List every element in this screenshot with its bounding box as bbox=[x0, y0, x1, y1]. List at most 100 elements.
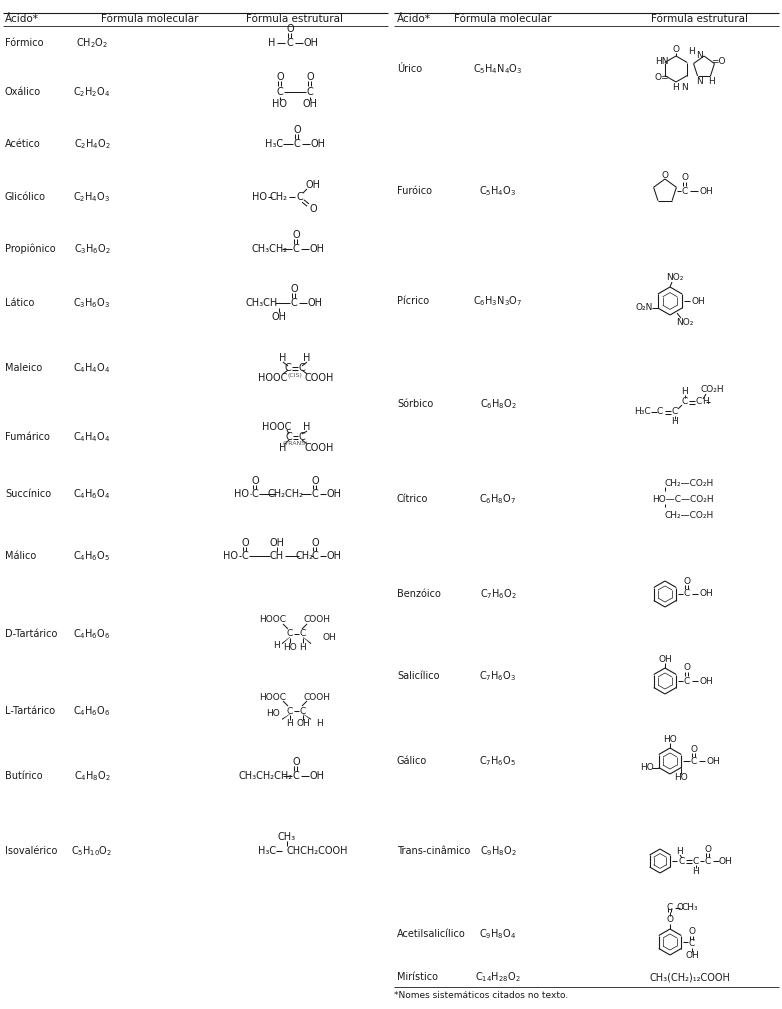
Text: H₃C: H₃C bbox=[265, 139, 283, 149]
Text: C$_3$H$_6$O$_2$: C$_3$H$_6$O$_2$ bbox=[74, 242, 110, 256]
Text: O: O bbox=[681, 174, 688, 183]
Text: HO: HO bbox=[266, 709, 280, 718]
Text: CH₂—CO₂H: CH₂—CO₂H bbox=[665, 511, 714, 520]
Text: C: C bbox=[300, 706, 306, 715]
Text: N: N bbox=[682, 83, 688, 92]
Text: O: O bbox=[307, 72, 314, 82]
Text: Butírico: Butírico bbox=[5, 771, 43, 781]
Text: O: O bbox=[666, 915, 673, 924]
Text: O: O bbox=[290, 284, 298, 294]
Text: C$_4$H$_4$O$_4$: C$_4$H$_4$O$_4$ bbox=[74, 430, 111, 444]
Text: Fórmula estrutural: Fórmula estrutural bbox=[651, 14, 748, 24]
Text: H: H bbox=[702, 398, 709, 407]
Text: Pícrico: Pícrico bbox=[397, 296, 429, 306]
Text: (CIS): (CIS) bbox=[288, 372, 303, 377]
Text: C$_2$H$_4$O$_2$: C$_2$H$_4$O$_2$ bbox=[74, 137, 110, 151]
Text: OH: OH bbox=[718, 857, 732, 866]
Text: H: H bbox=[268, 38, 276, 48]
Text: HOOC: HOOC bbox=[258, 373, 288, 383]
Text: D-Tartárico: D-Tartárico bbox=[5, 629, 57, 639]
Text: C: C bbox=[285, 432, 292, 442]
Text: C: C bbox=[252, 489, 258, 499]
Text: C$_7$H$_6$O$_5$: C$_7$H$_6$O$_5$ bbox=[479, 754, 517, 768]
Text: OH: OH bbox=[307, 298, 322, 308]
Text: OH: OH bbox=[658, 655, 672, 664]
Text: C$_4$H$_6$O$_6$: C$_4$H$_6$O$_6$ bbox=[74, 704, 110, 717]
Text: CHCH₂COOH: CHCH₂COOH bbox=[287, 846, 349, 856]
Text: Ácido*: Ácido* bbox=[5, 14, 39, 24]
Text: CH$_2$O$_2$: CH$_2$O$_2$ bbox=[76, 36, 108, 49]
Text: Propiônico: Propiônico bbox=[5, 244, 56, 254]
Text: OH: OH bbox=[327, 551, 342, 561]
Text: Succínico: Succínico bbox=[5, 489, 51, 499]
Text: Mirístico: Mirístico bbox=[397, 972, 438, 982]
Text: C: C bbox=[296, 192, 303, 202]
Text: C$_5$H$_{10}$O$_2$: C$_5$H$_{10}$O$_2$ bbox=[71, 845, 113, 858]
Text: C: C bbox=[657, 408, 663, 417]
Text: Fórmula estrutural: Fórmula estrutural bbox=[246, 14, 343, 24]
Text: CH₃CH: CH₃CH bbox=[246, 298, 278, 308]
Text: Úrico: Úrico bbox=[397, 64, 422, 74]
Text: OH: OH bbox=[270, 538, 285, 548]
Text: C: C bbox=[693, 857, 699, 866]
Text: OH: OH bbox=[699, 187, 713, 196]
Text: C: C bbox=[689, 939, 695, 948]
Text: C: C bbox=[291, 298, 297, 308]
Text: C: C bbox=[287, 630, 293, 639]
Text: NO₂: NO₂ bbox=[676, 318, 694, 327]
Text: C$_5$H$_4$O$_3$: C$_5$H$_4$O$_3$ bbox=[479, 184, 517, 198]
Text: H₃C: H₃C bbox=[258, 846, 276, 856]
Text: HO—C—CO₂H: HO—C—CO₂H bbox=[652, 494, 714, 503]
Text: Benzóico: Benzóico bbox=[397, 589, 441, 599]
Text: C$_{14}$H$_{28}$O$_2$: C$_{14}$H$_{28}$O$_2$ bbox=[475, 970, 521, 984]
Text: OH: OH bbox=[310, 771, 325, 781]
Text: C: C bbox=[242, 551, 249, 561]
Text: C$_4$H$_4$O$_4$: C$_4$H$_4$O$_4$ bbox=[74, 361, 111, 375]
Text: H: H bbox=[676, 847, 683, 856]
Text: NO₂: NO₂ bbox=[666, 273, 683, 283]
Text: O: O bbox=[691, 745, 698, 754]
Text: C: C bbox=[285, 363, 292, 373]
Text: O: O bbox=[241, 538, 249, 548]
Text: OH: OH bbox=[699, 589, 713, 598]
Text: O: O bbox=[673, 44, 680, 53]
Text: Fumárico: Fumárico bbox=[5, 432, 50, 442]
Text: C: C bbox=[684, 676, 691, 685]
Text: H: H bbox=[689, 47, 695, 57]
Text: C$_6$H$_8$O$_2$: C$_6$H$_8$O$_2$ bbox=[479, 398, 516, 411]
Text: Fórmico: Fórmico bbox=[5, 38, 44, 48]
Text: CH₃: CH₃ bbox=[278, 832, 296, 842]
Text: C$_4$H$_6$O$_6$: C$_4$H$_6$O$_6$ bbox=[74, 628, 110, 641]
Text: CH₂: CH₂ bbox=[270, 192, 288, 202]
Text: O: O bbox=[292, 230, 300, 240]
Text: C$_5$H$_4$N$_4$O$_3$: C$_5$H$_4$N$_4$O$_3$ bbox=[473, 63, 522, 76]
Text: H: H bbox=[708, 78, 716, 87]
Text: O: O bbox=[705, 845, 712, 854]
Text: Lático: Lático bbox=[5, 298, 34, 308]
Text: O₂N: O₂N bbox=[635, 304, 652, 313]
Text: HO: HO bbox=[235, 489, 249, 499]
Text: OH: OH bbox=[706, 757, 720, 766]
Text: H: H bbox=[673, 83, 680, 92]
Text: H: H bbox=[303, 353, 310, 363]
Text: C$_9$H$_8$O$_2$: C$_9$H$_8$O$_2$ bbox=[479, 845, 516, 858]
Text: O: O bbox=[292, 757, 300, 767]
Text: L-Tartárico: L-Tartárico bbox=[5, 706, 55, 716]
Text: CH₂: CH₂ bbox=[296, 551, 314, 561]
Text: O: O bbox=[688, 927, 695, 936]
Text: C: C bbox=[682, 187, 688, 196]
Text: H: H bbox=[279, 443, 287, 453]
Text: C: C bbox=[277, 87, 283, 97]
Text: CH₂CH₂: CH₂CH₂ bbox=[268, 489, 304, 499]
Text: O: O bbox=[286, 24, 294, 34]
Text: O: O bbox=[683, 664, 691, 673]
Text: O: O bbox=[293, 125, 301, 135]
Text: *Nomes sistemáticos citados no texto.: *Nomes sistemáticos citados no texto. bbox=[394, 992, 569, 1001]
Text: C: C bbox=[292, 244, 300, 254]
Text: Gálico: Gálico bbox=[397, 756, 427, 766]
Text: HOOC: HOOC bbox=[262, 422, 292, 432]
Text: HO: HO bbox=[283, 643, 297, 652]
Text: Ácido*: Ácido* bbox=[397, 14, 431, 24]
Text: HN: HN bbox=[655, 57, 669, 66]
Text: HO: HO bbox=[663, 735, 677, 744]
